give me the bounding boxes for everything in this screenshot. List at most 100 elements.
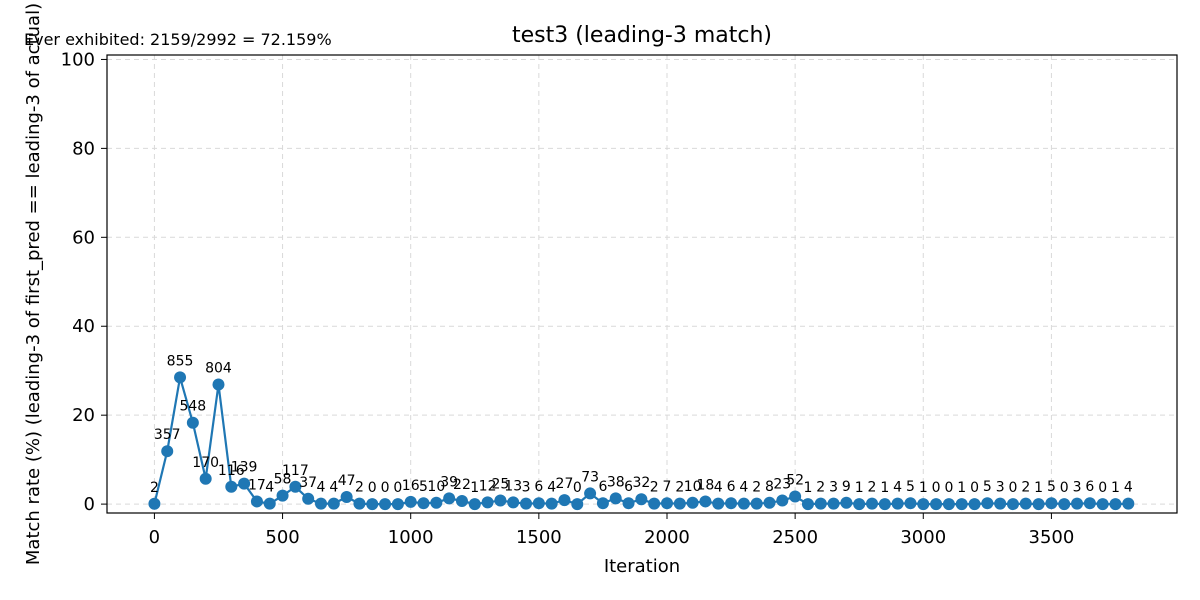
data-point <box>417 497 430 510</box>
data-label: 1 <box>919 480 928 496</box>
data-label: 0 <box>573 480 582 496</box>
data-point <box>1083 497 1096 510</box>
data-label: 39 <box>440 474 458 490</box>
data-label: 2 <box>675 480 684 496</box>
data-point <box>1019 497 1032 510</box>
data-point <box>174 371 187 384</box>
data-point <box>827 497 840 510</box>
data-point <box>199 472 212 485</box>
data-label: 38 <box>607 474 625 490</box>
data-label: 73 <box>581 469 599 485</box>
data-label: 0 <box>932 480 941 496</box>
plot-frame <box>106 54 1178 514</box>
data-label: 2 <box>150 480 159 496</box>
data-label: 7 <box>663 479 672 495</box>
data-point <box>468 498 481 511</box>
data-label: 2 <box>355 480 364 496</box>
data-label: 0 <box>368 480 377 496</box>
data-label: 32 <box>632 475 650 491</box>
data-label: 2 <box>1021 480 1030 496</box>
x-tick-label: 2000 <box>644 527 690 548</box>
data-point <box>315 497 327 510</box>
grid <box>107 55 1177 513</box>
data-point <box>545 497 558 510</box>
data-point <box>853 498 866 511</box>
data-point <box>340 490 353 503</box>
data-label: 4 <box>265 480 274 496</box>
data-point <box>917 498 930 511</box>
data-label: 1 <box>1034 480 1043 496</box>
data-point <box>1122 497 1135 510</box>
data-point <box>225 480 238 493</box>
data-label: 58 <box>274 472 292 488</box>
data-label: 1 <box>957 480 966 496</box>
data-label: 1 <box>1111 480 1120 496</box>
data-point <box>302 492 315 505</box>
data-label: 0 <box>1060 480 1069 496</box>
x-tick-label: 1000 <box>388 527 434 548</box>
data-point <box>904 497 917 510</box>
y-tick-label: 60 <box>72 227 95 248</box>
data-point <box>981 497 994 510</box>
data-label: 6 <box>624 479 633 495</box>
data-label: 0 <box>393 480 402 496</box>
data-point <box>660 497 673 510</box>
data-point <box>161 445 174 458</box>
data-label: 13 <box>504 478 522 494</box>
data-label: 5 <box>1047 479 1056 495</box>
chart-title: test3 (leading-3 match) <box>512 23 772 48</box>
data-label: 357 <box>154 427 181 443</box>
data-label: 22 <box>453 477 471 493</box>
data-point <box>673 497 686 510</box>
data-label: 0 <box>944 480 953 496</box>
data-label: 4 <box>893 480 902 496</box>
data-point <box>648 497 661 510</box>
data-point <box>481 496 494 509</box>
data-point <box>789 490 802 503</box>
x-tick-label: 3500 <box>1029 527 1075 548</box>
data-label: 2 <box>816 480 825 496</box>
data-point <box>776 494 789 507</box>
data-point <box>609 492 622 505</box>
y-axis-label: Match rate (%) (leading-3 of first_pred … <box>23 3 44 565</box>
data-point <box>327 497 340 510</box>
data-label: 4 <box>739 480 748 496</box>
data-point <box>212 378 225 391</box>
data-label: 804 <box>205 360 232 376</box>
data-label: 10 <box>427 479 445 495</box>
data-point <box>801 498 814 511</box>
data-point <box>891 497 904 510</box>
data-point <box>494 494 507 507</box>
data-point <box>1045 497 1058 510</box>
data-point <box>250 495 263 508</box>
data-point <box>814 497 827 510</box>
data-point <box>148 497 161 510</box>
data-point <box>558 494 571 507</box>
data-point <box>379 498 392 511</box>
data-label: 139 <box>231 460 258 476</box>
data-point <box>353 497 366 510</box>
data-point <box>455 494 468 507</box>
x-tick-label: 3000 <box>900 527 946 548</box>
data-point <box>276 489 289 502</box>
data-point <box>712 497 725 510</box>
data-label: 5 <box>419 479 428 495</box>
data-label: 1 <box>855 480 864 496</box>
data-point <box>289 480 302 493</box>
data-label: 8 <box>765 479 774 495</box>
data-point <box>968 498 981 511</box>
data-point <box>532 497 545 510</box>
data-point <box>699 495 712 508</box>
data-point <box>994 497 1007 510</box>
data-label: 2 <box>868 480 877 496</box>
data-point <box>404 495 417 508</box>
data-label: 18 <box>697 477 715 493</box>
y-tick-label: 40 <box>72 316 95 337</box>
data-label: 9 <box>842 479 851 495</box>
data-label: 27 <box>556 476 574 492</box>
data-point <box>1096 498 1109 511</box>
data-point <box>507 496 520 509</box>
data-label: 1 <box>470 480 479 496</box>
